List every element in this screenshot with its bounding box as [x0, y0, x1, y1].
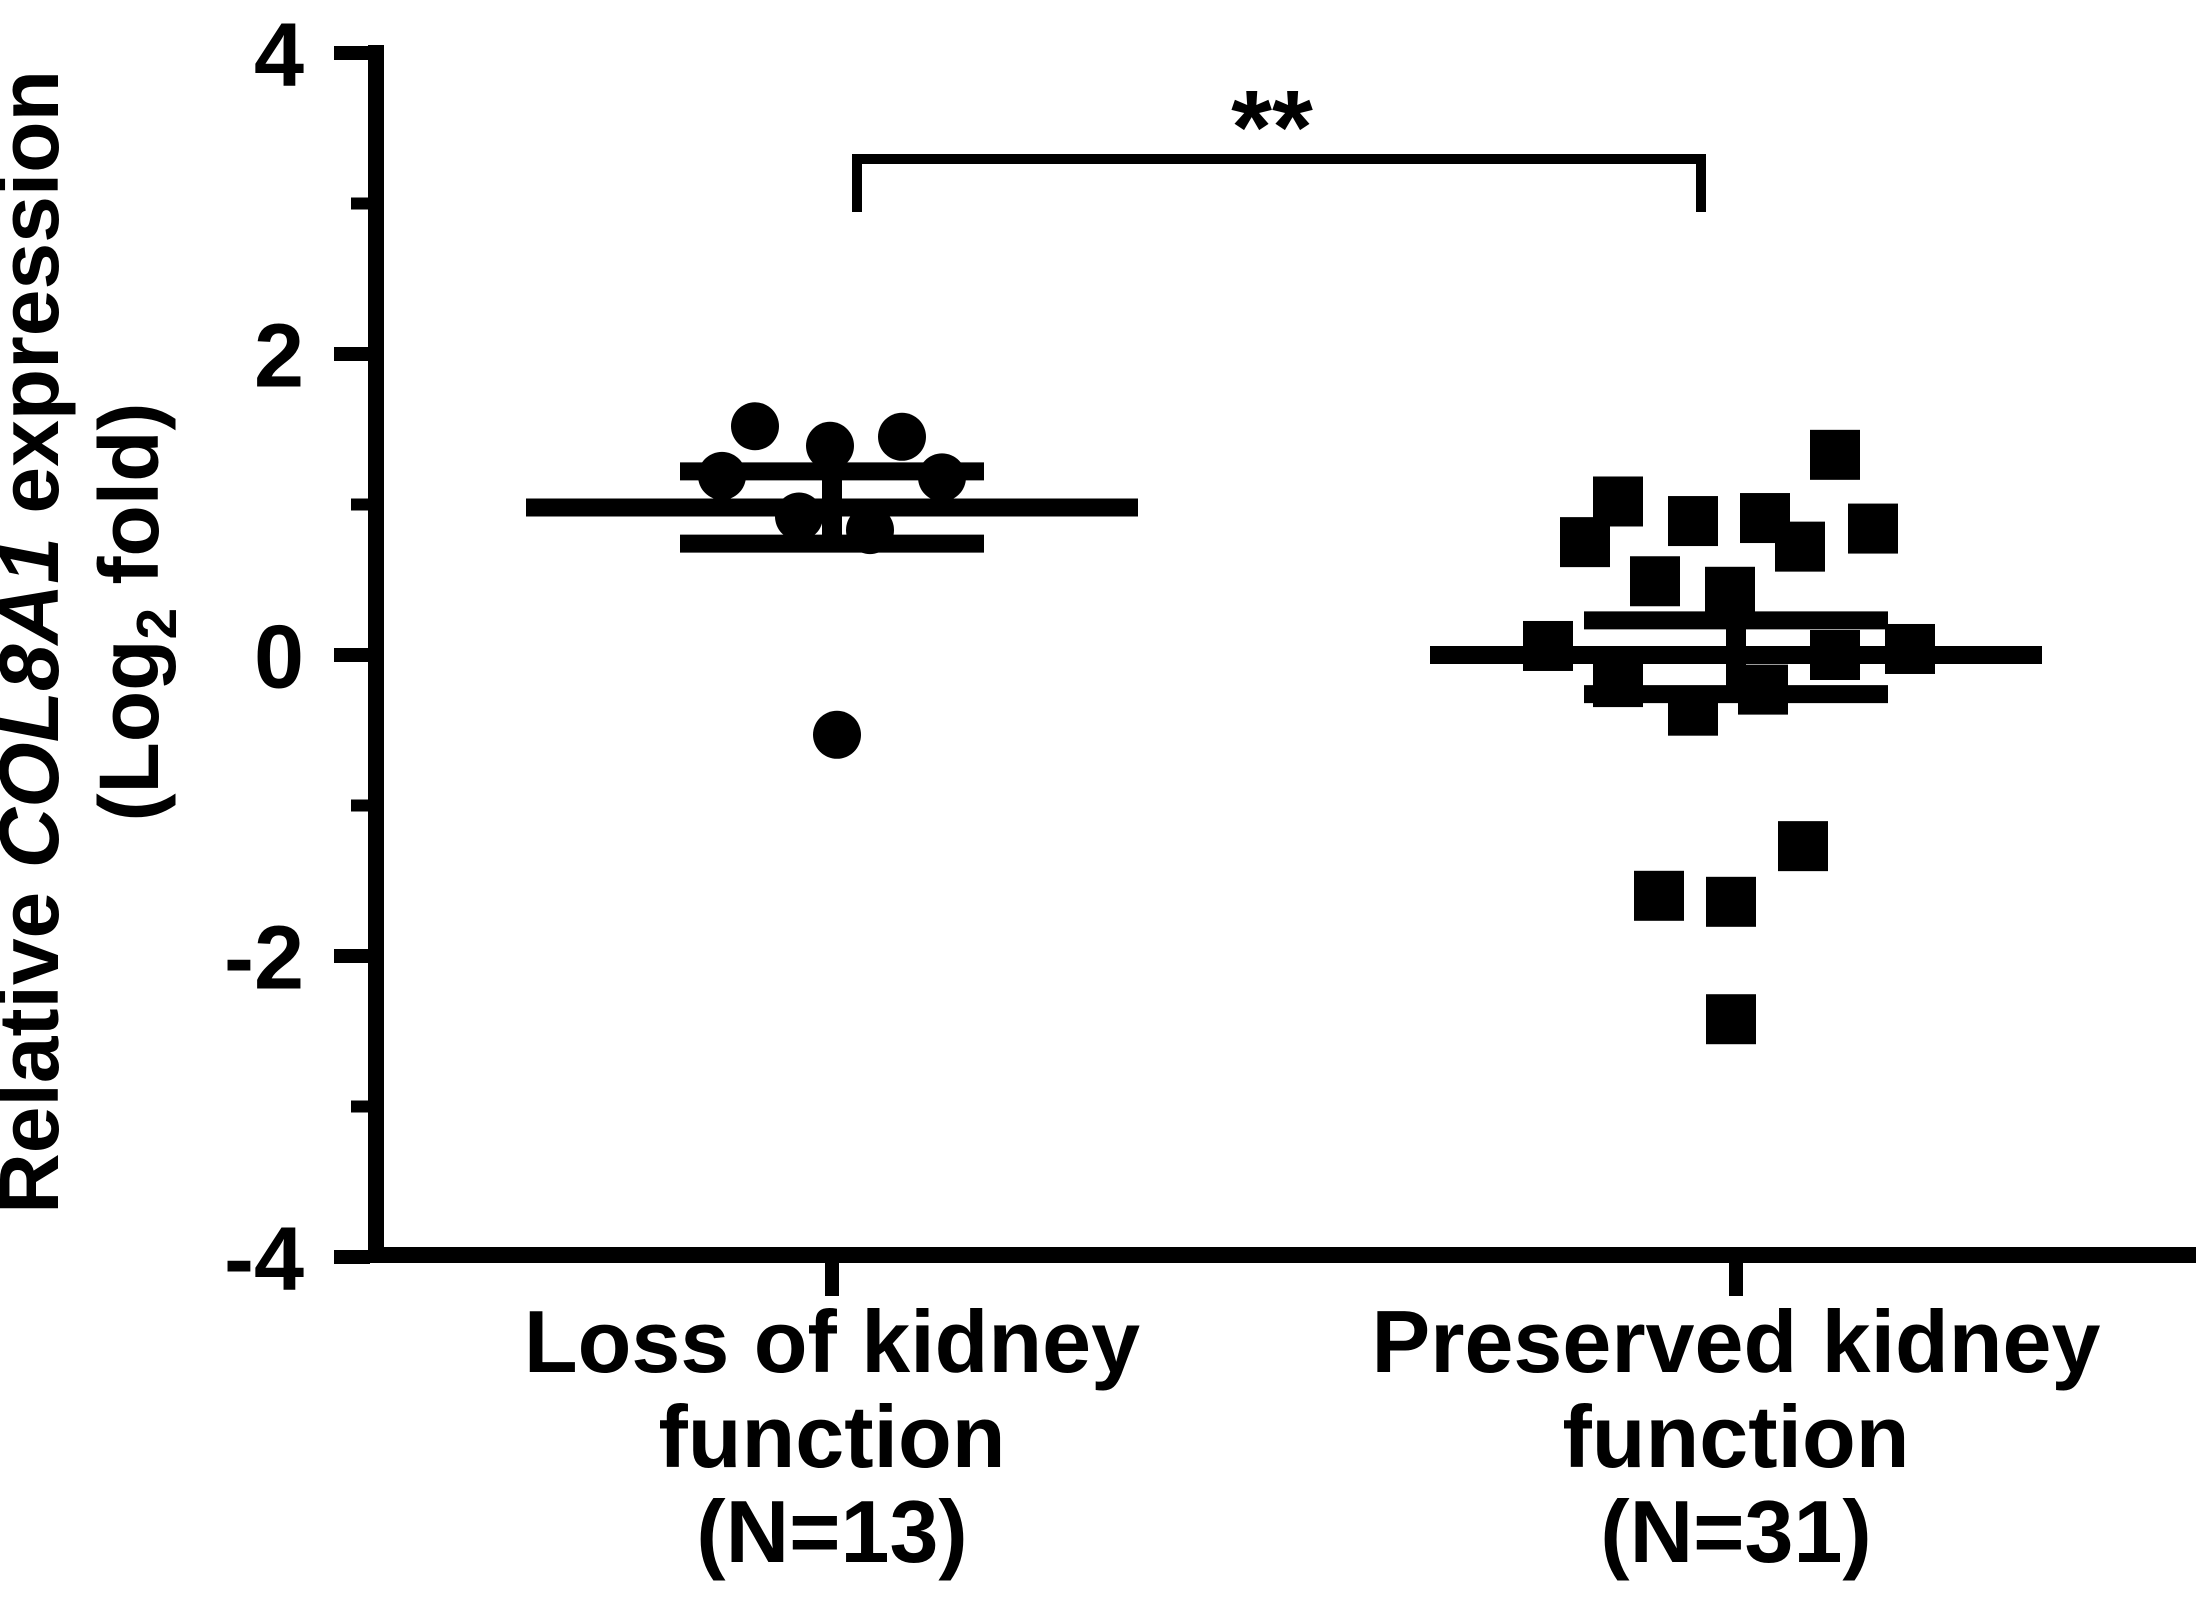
data-point-square [1775, 521, 1825, 572]
y-tick-label: 4 [254, 5, 304, 105]
x-group-label-line: (N=31) [1600, 1482, 1871, 1581]
x-group-label-line: Preserved kidney [1372, 1292, 2101, 1391]
data-point-square [1560, 517, 1610, 568]
y-tick-label: -4 [224, 1209, 304, 1309]
data-point-square [1706, 994, 1756, 1045]
significance-stars: ** [1231, 69, 1313, 186]
x-group-label-line: Loss of kidney [524, 1292, 1140, 1391]
data-point-circle [731, 402, 779, 451]
data-point-square [1778, 821, 1828, 872]
y-tick-label: 0 [254, 607, 304, 707]
x-group-label-line: function [1562, 1387, 1909, 1486]
data-point-square [1848, 503, 1898, 554]
data-point-circle [806, 421, 854, 470]
x-group-label-line: function [658, 1387, 1005, 1486]
y-axis-label-line1: Relative COL8A1 expression [0, 70, 76, 1214]
data-point-square [1668, 496, 1718, 547]
significance-bracket [852, 154, 1706, 212]
y-tick-label: 2 [254, 306, 304, 406]
data-point-square [1706, 876, 1756, 927]
data-point-circle [813, 710, 861, 759]
data-point-circle [878, 412, 926, 461]
x-group-label-line: (N=13) [696, 1482, 967, 1581]
data-point-square [1705, 566, 1755, 617]
y-axis-label-line2: (Log2 fold) [82, 403, 189, 822]
data-point-square [1630, 556, 1680, 607]
data-point-square [1810, 429, 1860, 480]
data-point-square [1634, 870, 1684, 921]
y-tick-label: -2 [224, 908, 304, 1008]
